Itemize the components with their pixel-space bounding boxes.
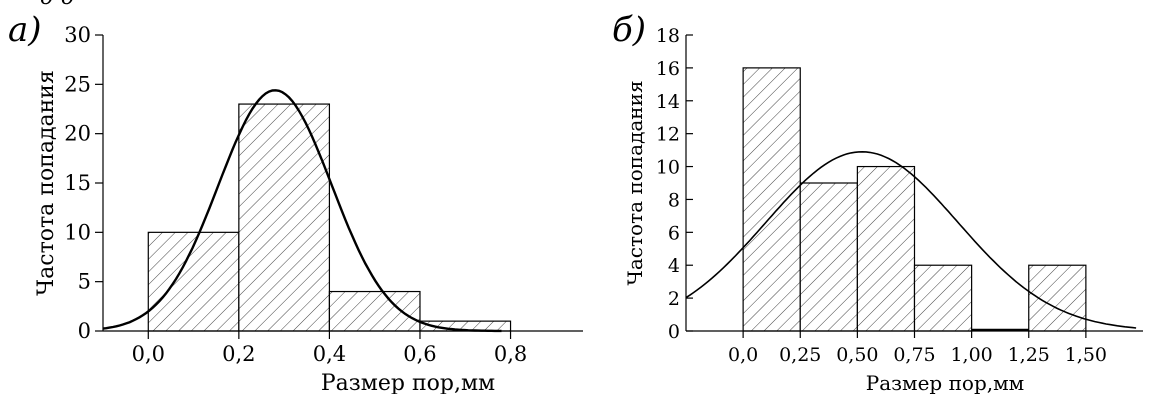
x-tick-label-b-6: 1,50 [1065,344,1107,366]
y-tick-label-b-2: 4 [668,255,680,277]
y-tick-label-b-5: 10 [656,157,680,179]
y-tick-label-b-0: 0 [668,321,680,343]
x-tick-label-b-4: 1,00 [950,344,992,366]
y-tick-label-b-4: 8 [668,189,680,211]
x-tick-label-a-0: 0,0 [132,342,165,366]
x-tick-label-a-3: 0,6 [403,342,436,366]
y-tick-label-b-6: 12 [656,124,680,146]
bars-a [147,103,512,332]
bar-b-0 [742,67,801,332]
y-ticks-a: 0 5 10 15 20 25 30 [64,23,103,343]
chart-panel-b: 0 2 4 6 8 10 12 14 16 18 0,0 0,25 0,50 0,75 1,00 1,25 1… [612,10,1143,394]
y-tick-label-a-3: 15 [64,171,91,195]
panel-label-a: а) [8,10,42,50]
y-tick-label-a-6: 30 [64,23,91,47]
y-tick-label-b-9: 18 [656,25,680,47]
chart-panel-a: 0 5 10 15 20 25 30 0,0 0,2 0,4 0,6 0,8 а) Размер п… [8,10,583,394]
bar-b-2 [856,165,916,332]
x-ticks-a: 0,0 0,2 0,4 0,6 0,8 [132,331,527,366]
bar-b-3 [913,264,973,332]
fit-curve-a [102,89,502,333]
top-fragment-text: д д [40,0,75,10]
x-tick-label-a-4: 0,8 [494,342,527,366]
bar-a-0 [147,231,240,332]
y-tick-label-a-0: 0 [78,319,91,343]
y-tick-label-a-1: 5 [78,270,91,294]
y-tick-label-b-3: 6 [668,222,680,244]
y-tick-label-b-7: 14 [656,91,680,113]
x-ticks-b: 0,0 0,25 0,50 0,75 1,00 1,25 1,50 [728,331,1107,366]
panel-label-b: б) [612,10,646,50]
bar-b-1 [799,182,858,332]
y-ticks-b: 0 2 4 6 8 10 12 14 16 18 [656,25,693,343]
x-tick-label-b-3: 0,75 [893,344,935,366]
y-tick-label-a-2: 10 [64,220,91,244]
x-axis-title-a: Размер пор,мм [321,371,495,394]
y-tick-label-a-5: 25 [64,72,91,96]
x-tick-label-b-5: 1,25 [1008,344,1050,366]
bar-a-2 [328,290,421,332]
x-tick-label-a-2: 0,4 [313,342,346,366]
y-tick-label-a-4: 20 [64,122,91,146]
fit-curve-b [685,150,1137,329]
x-axis-title-b: Размер пор,мм [866,371,1025,394]
y-axis-title-a: Частота попадания [34,70,59,296]
x-tick-label-b-1: 0,25 [779,344,821,366]
x-tick-label-b-2: 0,50 [836,344,878,366]
bars-b [742,67,1087,332]
y-axis-title-b: Частота попадания [623,80,647,285]
y-tick-label-b-8: 16 [656,58,680,80]
y-tick-label-b-1: 2 [668,288,680,310]
bar-a-1 [238,103,331,332]
x-tick-label-a-1: 0,2 [222,342,255,366]
x-tick-label-b-0: 0,0 [728,344,758,366]
